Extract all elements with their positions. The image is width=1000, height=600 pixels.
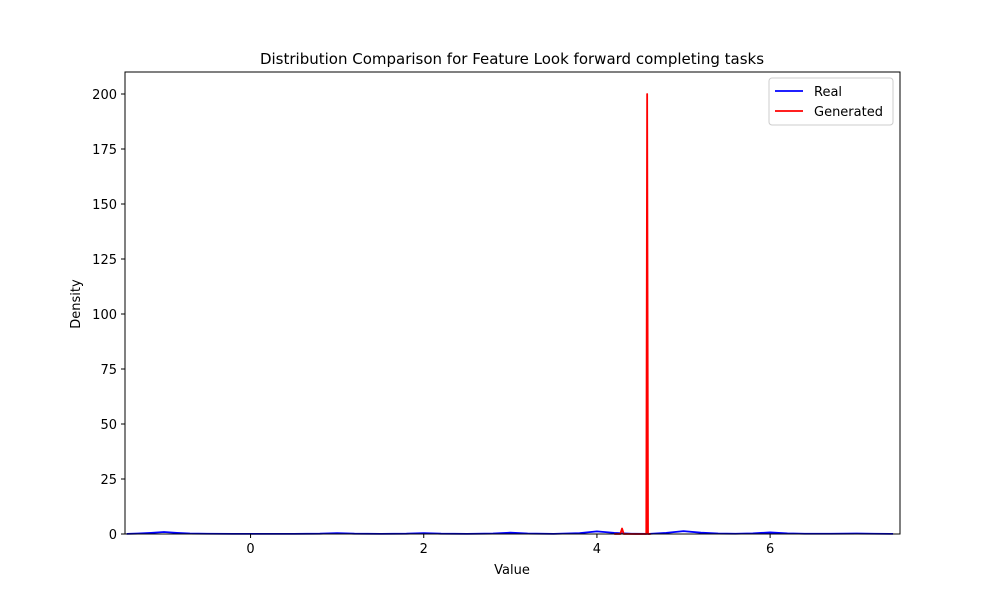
plot-area: [124, 71, 901, 535]
plot-frame: [124, 71, 901, 535]
y-tick-label: 50: [100, 418, 117, 433]
y-tick-label: 0: [109, 528, 117, 543]
y-tick-label: 125: [92, 253, 117, 268]
y-tick-label: 150: [92, 198, 117, 213]
x-tick-label: 0: [246, 542, 254, 557]
y-tick-label: 100: [92, 308, 117, 323]
y-axis: 0 25 50 75 100 125 150 175 200: [92, 88, 125, 543]
y-tick-label: 75: [100, 363, 117, 378]
legend-box: [768, 77, 894, 126]
y-axis-title: Density: [69, 279, 84, 329]
x-tick-label: 6: [766, 542, 774, 557]
y-tick-label: 175: [92, 143, 117, 158]
chart-title: Distribution Comparison for Feature Look…: [260, 50, 764, 68]
legend-label-real: Real: [814, 85, 842, 100]
x-axis-title: Value: [494, 563, 530, 578]
legend-label-generated: Generated: [814, 105, 883, 120]
y-tick-label: 25: [100, 473, 117, 488]
legend: Real Generated: [768, 77, 894, 126]
y-tick-label: 200: [92, 88, 117, 103]
x-tick-label: 2: [420, 542, 428, 557]
x-axis: 0 2 4 6: [246, 534, 774, 557]
x-tick-label: 4: [593, 542, 601, 557]
